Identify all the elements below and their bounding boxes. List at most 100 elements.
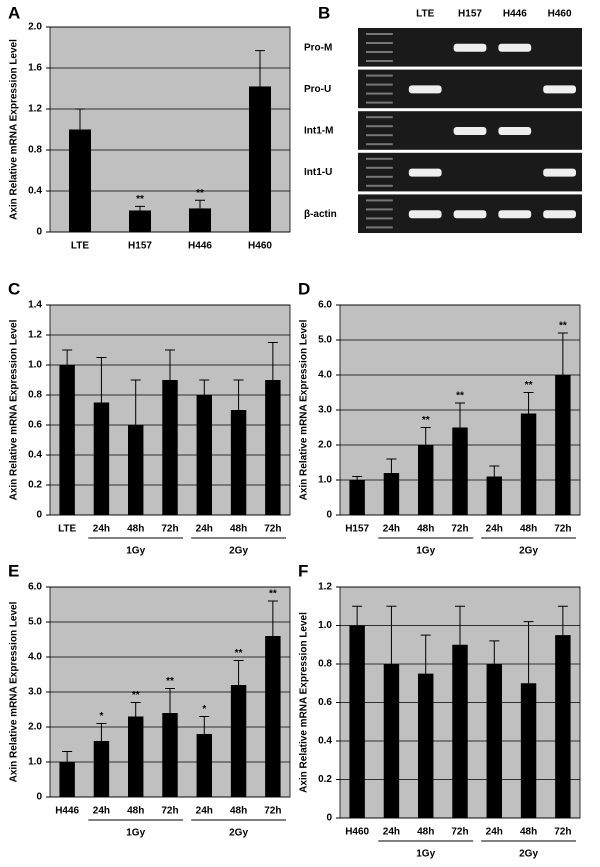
row-label: Pro-U	[304, 84, 331, 95]
x-tick-label: 72h	[264, 806, 281, 817]
group-label: 2Gy	[229, 546, 248, 557]
y-axis-label: Axin Relative mRNA Expression Level	[9, 39, 20, 220]
error-bar	[165, 688, 175, 713]
x-tick-label: 48h	[417, 827, 434, 838]
bar	[189, 208, 211, 232]
group-label: 1Gy	[416, 849, 435, 860]
bar	[486, 476, 502, 515]
x-tick-label: 24h	[93, 524, 110, 535]
panel-label: A	[8, 3, 20, 22]
error-bar	[352, 476, 363, 480]
error-bar	[135, 205, 145, 211]
row-label: β-actin	[304, 209, 337, 220]
ladder-band	[366, 134, 393, 137]
panel-label: B	[318, 3, 330, 22]
bar	[265, 636, 281, 797]
y-tick-label: 0	[326, 510, 332, 521]
error-bar	[130, 702, 141, 717]
error-bar	[62, 751, 73, 762]
x-tick-label: 48h	[230, 806, 247, 817]
bar	[383, 473, 400, 515]
lane-label: H157	[458, 9, 482, 20]
y-tick-label: 1.0	[318, 475, 332, 486]
y-tick-label: 0.6	[318, 697, 332, 708]
bar	[69, 129, 91, 232]
y-tick-label: 2.0	[28, 22, 42, 33]
row-label: Int1-M	[304, 126, 333, 137]
x-tick-label: H460	[345, 827, 369, 838]
significance-label: **	[196, 188, 204, 199]
y-tick-label: 2.0	[318, 440, 332, 451]
bar	[196, 395, 212, 515]
significance-label: *	[202, 704, 206, 715]
ladder-band	[366, 92, 393, 95]
bar	[93, 741, 110, 797]
x-tick-label: 48h	[520, 827, 537, 838]
ladder-band	[366, 226, 393, 229]
group-label: 1Gy	[126, 828, 145, 839]
x-tick-label: 72h	[451, 524, 468, 535]
error-bar	[75, 108, 85, 130]
ladder-band	[366, 184, 393, 187]
error-bar	[557, 605, 568, 636]
y-tick-label: 3.0	[28, 687, 42, 698]
bar	[486, 664, 502, 818]
significance-label: **	[525, 380, 533, 391]
error-bar	[455, 402, 465, 428]
error-bar	[233, 660, 244, 685]
panel-label: E	[8, 561, 19, 580]
gel-band	[408, 168, 442, 177]
group-label: 1Gy	[416, 546, 435, 557]
error-bar	[267, 342, 278, 380]
panel-label: F	[298, 561, 308, 580]
bar	[128, 425, 144, 515]
gel-band	[543, 168, 576, 177]
x-tick-label: H157	[128, 241, 152, 252]
y-tick-label: 1.0	[318, 620, 332, 631]
bar	[418, 673, 434, 818]
ladder-band	[366, 101, 393, 104]
ladder-band	[366, 175, 393, 178]
error-bar	[557, 332, 568, 375]
y-tick-label: 2.0	[28, 722, 42, 733]
error-bar	[96, 723, 107, 741]
bar	[349, 480, 365, 515]
x-tick-label: 48h	[127, 524, 144, 535]
bar	[418, 445, 434, 515]
error-bar	[255, 50, 265, 87]
y-tick-label: 1.2	[28, 104, 42, 115]
y-tick-label: 0.2	[318, 774, 332, 785]
y-tick-label: 3.0	[318, 405, 332, 416]
gel-band	[543, 210, 576, 219]
error-bar	[523, 621, 534, 684]
y-tick-label: 1.2	[318, 582, 332, 593]
bar	[555, 635, 571, 818]
ladder-band	[366, 51, 393, 53]
x-tick-label: 24h	[383, 827, 400, 838]
bar	[452, 427, 468, 515]
bar	[230, 685, 247, 797]
y-tick-label: 6.0	[28, 582, 42, 593]
ladder-band	[366, 33, 393, 35]
bar	[59, 365, 75, 515]
bar	[265, 380, 281, 515]
gel-band	[408, 210, 442, 219]
y-tick-label: 6.0	[318, 300, 332, 311]
x-tick-label: 24h	[383, 524, 400, 535]
bar	[230, 410, 247, 515]
significance-label: **	[422, 415, 430, 426]
group-label: 2Gy	[229, 828, 248, 839]
ladder-band	[366, 116, 393, 119]
panel-label: D	[298, 279, 310, 298]
gel-band	[543, 85, 576, 94]
x-tick-label: 72h	[554, 827, 571, 838]
ladder-band	[366, 208, 393, 211]
error-bar	[420, 427, 431, 445]
row-label: Pro-M	[304, 42, 332, 53]
x-tick-label: 48h	[417, 524, 434, 535]
error-bar	[130, 379, 141, 425]
gel-band	[498, 210, 532, 219]
y-tick-label: 5.0	[28, 617, 42, 628]
x-tick-label: 72h	[264, 524, 281, 535]
